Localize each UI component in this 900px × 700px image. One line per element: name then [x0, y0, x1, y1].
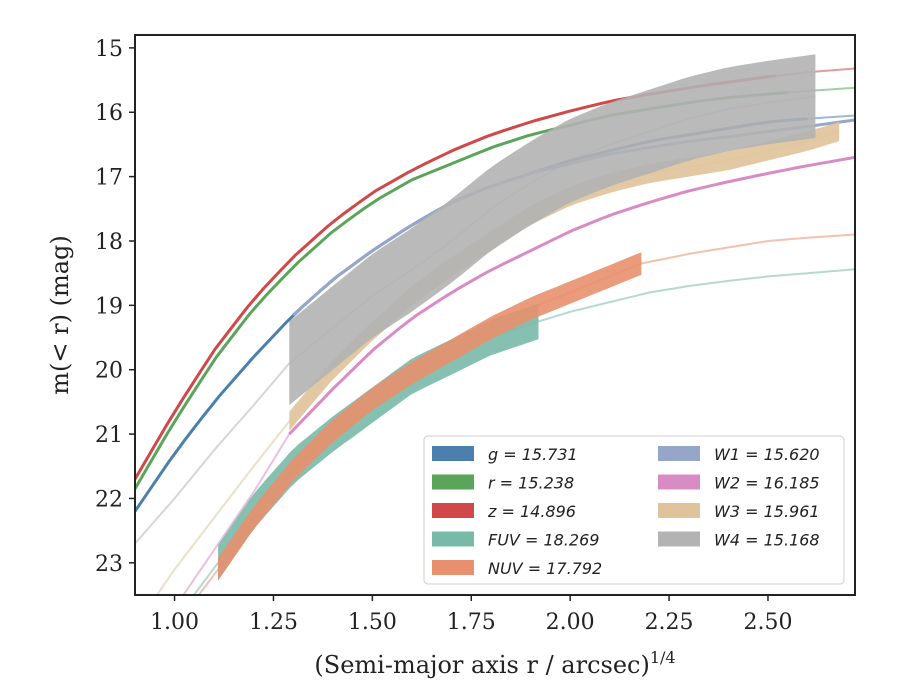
legend-label-W1: W1 = 15.620	[714, 445, 820, 464]
x-tick-label: 1.00	[150, 610, 199, 635]
legend-label-z: z = 14.896	[487, 502, 576, 521]
y-tick-label: 21	[95, 423, 123, 448]
legend-label-FUV: FUV = 18.269	[488, 531, 599, 550]
legend-swatch-FUV	[432, 531, 474, 547]
x-tick-label: 1.25	[249, 610, 298, 635]
x-tick-label: 1.50	[348, 610, 397, 635]
legend-swatch-z	[432, 503, 474, 518]
x-axis-label-exponent: 1/4	[650, 648, 676, 667]
series-band-W4	[289, 54, 816, 406]
x-axis: 1.00 1.25 1.50 1.75 2.00 2.25 2.50	[150, 595, 792, 635]
y-axis-label: m(< r) (mag)	[46, 235, 74, 394]
x-tick-label: 2.00	[546, 610, 595, 635]
legend-box	[423, 435, 845, 585]
y-tick-label: 20	[95, 359, 123, 384]
y-tick-label: 16	[95, 101, 123, 126]
legend: g = 15.731 r = 15.238 z = 14.896 FUV = 18.2…	[423, 435, 845, 585]
series-line-W2	[288, 155, 855, 436]
y-tick-label: 15	[95, 37, 123, 62]
y-tick-label: 18	[95, 230, 123, 255]
legend-label-r: r = 15.238	[488, 474, 574, 493]
y-tick-label: 19	[95, 294, 123, 319]
y-tick-label: 23	[95, 552, 123, 577]
legend-swatch-r	[432, 474, 474, 490]
x-tick-label: 1.75	[447, 610, 496, 635]
legend-label-W3: W3 = 15.961	[714, 502, 820, 521]
legend-swatch-W4	[658, 531, 700, 547]
legend-label-W2: W2 = 16.185	[714, 474, 820, 493]
legend-swatch-W2	[658, 474, 700, 490]
legend-label-W4: W4 = 15.168	[714, 531, 820, 550]
legend-swatch-NUV	[432, 560, 474, 575]
legend-swatch-W1	[658, 446, 700, 461]
x-tick-label: 2.50	[743, 610, 792, 635]
y-tick-label: 22	[95, 487, 123, 512]
legend-swatch-g	[432, 446, 474, 461]
y-axis: 15 16 17 18 19 20 21 22 23	[95, 37, 135, 577]
x-tick-label: 2.25	[645, 610, 694, 635]
y-tick-label: 17	[95, 166, 123, 191]
series-band-W3	[289, 121, 840, 431]
plot-data-layer	[135, 54, 855, 595]
legend-label-NUV: NUV = 17.792	[488, 559, 602, 578]
series-band-NUV	[218, 252, 642, 581]
x-axis-label: (Semi-major axis r / arcsec)1/4	[314, 648, 675, 679]
legend-swatch-W3	[658, 503, 700, 518]
plot-frame	[134, 34, 856, 596]
legend-label-g: g = 15.731	[488, 445, 578, 464]
